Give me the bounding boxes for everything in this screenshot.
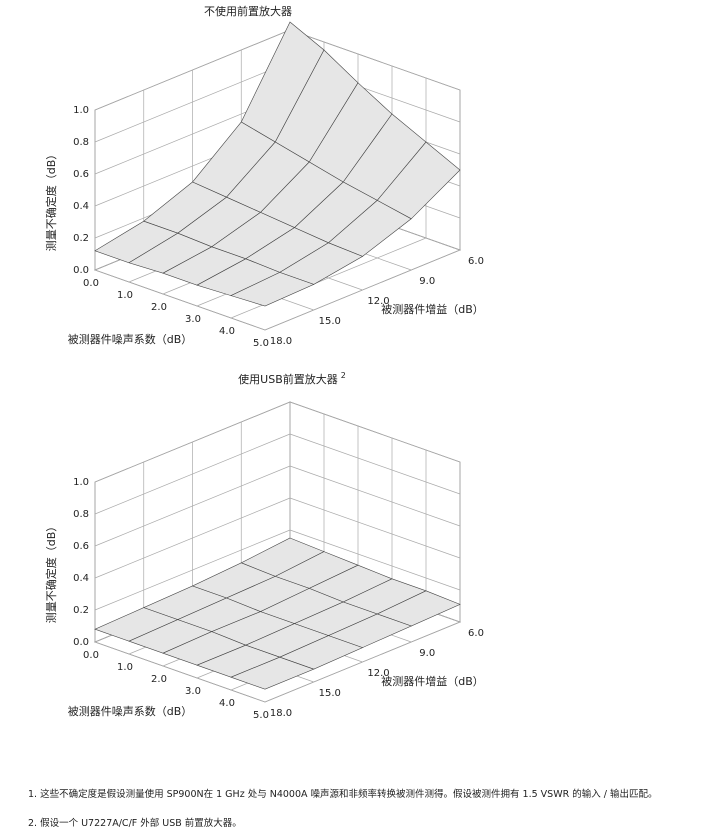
grid-line [94,269,266,331]
x-tick-label: 5.0 [253,710,269,721]
z-tick-label: 0.4 [73,201,89,212]
title-note: 2 [341,371,346,380]
z-tick-label: 0.2 [73,605,89,616]
grid-line [94,641,266,703]
y-tick-label: 9.0 [419,648,435,659]
x-tick-label: 1.0 [117,290,133,301]
z-tick-label: 0.0 [73,265,89,276]
y-tick-label: 6.0 [468,628,484,639]
y-axis-label: 被测器件增益（dB） [381,302,484,316]
grid-line [289,433,461,495]
z-tick-label: 1.0 [73,105,89,116]
z-tick-label: 1.0 [73,477,89,488]
z-tick-label: 0.4 [73,573,89,584]
grid-line [289,465,461,527]
footnote: 1. 这些不确定度是假设测量使用 SP900N在 1 GHz 处与 N4000A… [28,789,658,800]
x-tick-label: 3.0 [185,314,201,325]
y-tick-label: 15.0 [319,316,341,327]
y-tick-label: 12.0 [367,668,389,679]
y-tick-label: 9.0 [419,276,435,287]
z-tick-label: 0.2 [73,233,89,244]
chart-title: 不使用前置放大器 [204,4,292,18]
surface-cell [230,656,315,690]
x-tick-label: 0.0 [83,650,99,661]
z-tick-label: 0.0 [73,637,89,648]
x-tick-label: 4.0 [219,326,235,337]
z-tick-label: 0.8 [73,509,89,520]
footnote: 2. 假设一个 U7227A/C/F 外部 USB 前置放大器。 [28,818,242,829]
y-tick-label: 18.0 [270,708,292,719]
surface-cell [230,272,315,307]
y-tick-label: 6.0 [468,256,484,267]
chart-title: 使用USB前置放大器 2 [238,371,346,387]
z-axis-label: 测量不确定度（dB） [44,149,58,252]
x-tick-label: 2.0 [151,674,167,685]
x-axis-label: 被测器件噪声系数（dB） [68,332,193,346]
z-tick-label: 0.8 [73,137,89,148]
y-tick-label: 15.0 [319,688,341,699]
y-tick-label: 12.0 [367,296,389,307]
grid-line [289,401,461,463]
x-tick-label: 2.0 [151,302,167,313]
grid-line [289,497,461,559]
z-tick-label: 0.6 [73,541,89,552]
grid-line [289,29,461,91]
y-tick-label: 18.0 [270,336,292,347]
x-tick-label: 4.0 [219,698,235,709]
z-tick-label: 0.6 [73,169,89,180]
grid-line [289,529,461,591]
x-axis-label: 被测器件噪声系数（dB） [68,704,193,718]
x-tick-label: 1.0 [117,662,133,673]
x-tick-label: 3.0 [185,686,201,697]
chart-title-text: 使用USB前置放大器 [238,372,338,386]
x-tick-label: 5.0 [253,338,269,349]
y-axis-label: 被测器件增益（dB） [381,674,484,688]
x-tick-label: 0.0 [83,278,99,289]
charts: 不使用前置放大器 使用USB前置放大器 2 0.0 0.2 0.4 0.6 0.8 1.0 0… [44,4,484,721]
z-axis-label: 测量不确定度（dB） [44,521,58,624]
